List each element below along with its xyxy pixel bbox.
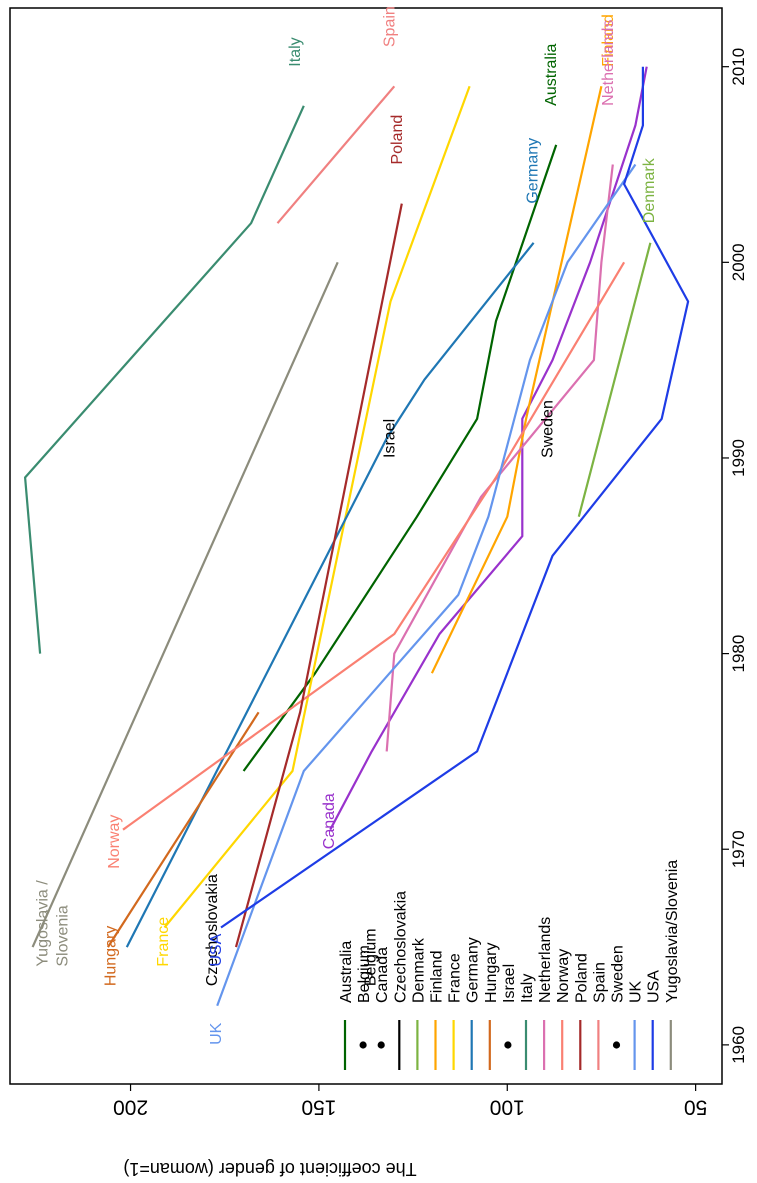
legend-dot [612,1041,621,1049]
series-line [329,66,648,831]
legend-label: Czechoslovakia [392,891,409,1003]
series-label-part: UK [208,1022,225,1045]
legend-label: Israel [501,964,518,1003]
legend-label: Spain [591,962,608,1003]
y-axis: 50 100 150 200 [113,1084,707,1118]
series-line [216,163,637,1007]
x-tick-label: 1970 [729,830,748,868]
series-label-part: France [155,917,172,967]
legend-dot [504,1041,512,1049]
series-labels: AustraliaBelgiumCanadaCzechoslovakiaDenm… [35,6,659,1045]
series-label-part: Sweden [539,400,556,458]
legend-label: Italy [519,974,536,1003]
series-label-part: Yugoslavia / [35,880,52,967]
series-line [276,85,396,224]
series-label: Yugoslavia / Slovenia [35,880,72,967]
series-label-part: Australia [543,43,560,105]
series-line [577,242,652,517]
legend-label: Belgium [356,945,373,1003]
series-label-part: Netherlands [600,20,617,106]
series-line [385,164,614,752]
legend-dot [359,1041,367,1049]
series-label: Netherlands [600,20,617,106]
legend-label: Norway [555,949,572,1003]
series-line [122,261,626,831]
series-label-part: USA [208,933,225,966]
series-label-part: Denmark [641,157,658,223]
series-line [125,242,535,948]
series-label: Germany [524,138,541,204]
series-label: Norway [106,815,123,869]
series-label: Czechoslovakia [204,874,221,986]
series-label-part: Belgium [362,928,379,986]
y-tick-label: 100 [490,1095,525,1118]
series-lines [24,66,690,1007]
series-label: Spain [381,6,398,47]
series-label: Poland [389,115,406,165]
series-label: Sweden [539,400,556,458]
series-label-part: Canada [321,793,338,849]
legend-label: Poland [573,953,590,1003]
series-line [106,711,260,948]
y-tick-label: 50 [684,1095,707,1118]
series-label-part: Slovenia [55,905,72,966]
series-line [430,86,603,674]
series-label: Australia [543,43,560,105]
y-tick-label: 200 [113,1095,148,1118]
x-tick-label: 1960 [729,1026,748,1064]
series-line [234,203,403,948]
series-line [220,66,690,929]
series-line [31,261,339,948]
series-label: Italy [287,37,304,66]
legend-label: Finland [429,951,446,1003]
y-axis-title: The coefficient of gender (woman=1) [123,1159,416,1178]
x-axis: 1960 1970 1980 1990 2000 2010 [722,48,748,1064]
legend-label: Hungary [483,943,500,1003]
series-label-part: Spain [381,6,398,47]
legend-label: USA [646,970,663,1003]
legend-label: Denmark [410,937,427,1003]
legend: Australia Belgium Canada Czechoslovakia Denm… [338,860,681,1070]
legend-label: Canada [374,947,391,1003]
series-label-part: Norway [106,815,123,869]
series-line [163,85,471,929]
legend-label: Australia [338,941,355,1003]
series-line [242,144,558,772]
series-label-part: Czechoslovakia [204,874,221,986]
legend-label: Germany [465,937,482,1003]
series-label: France [155,917,172,967]
series-label: Hungary [102,926,119,986]
legend-label: Sweden [610,945,627,1003]
series-label-part: Italy [287,37,304,66]
x-tick-label: 2010 [729,48,748,86]
x-tick-label: 2000 [729,243,748,281]
series-label: UK [208,1022,225,1045]
series-label: USA [208,933,225,966]
series-label: Belgium [362,928,379,986]
x-tick-label: 1990 [729,439,748,477]
legend-label: Yugoslavia/Slovenia [664,860,681,1003]
series-label: Canada [321,793,338,849]
legend-dot [377,1041,385,1049]
series-label: Denmark [641,157,658,223]
series-line [24,105,305,654]
series-label-part: Germany [524,138,541,204]
series-label: Finland [600,14,617,66]
legend-label: France [447,953,464,1003]
legend-label: Netherlands [537,917,554,1003]
y-tick-label: 150 [301,1095,336,1118]
plot-frame [9,7,723,1085]
series-label-part: Israel [381,419,398,458]
series-label-part: Finland [600,14,617,66]
legend-label: UK [628,980,645,1003]
series-label-part: Poland [389,115,406,165]
x-tick-label: 1980 [729,635,748,673]
series-label-part: Hungary [102,926,119,986]
series-label: Israel [381,419,398,458]
